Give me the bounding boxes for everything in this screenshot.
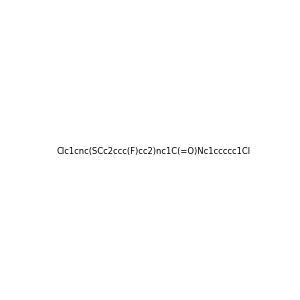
Text: Clc1cnc(SCc2ccc(F)cc2)nc1C(=O)Nc1ccccc1Cl: Clc1cnc(SCc2ccc(F)cc2)nc1C(=O)Nc1ccccc1C…	[57, 147, 251, 156]
